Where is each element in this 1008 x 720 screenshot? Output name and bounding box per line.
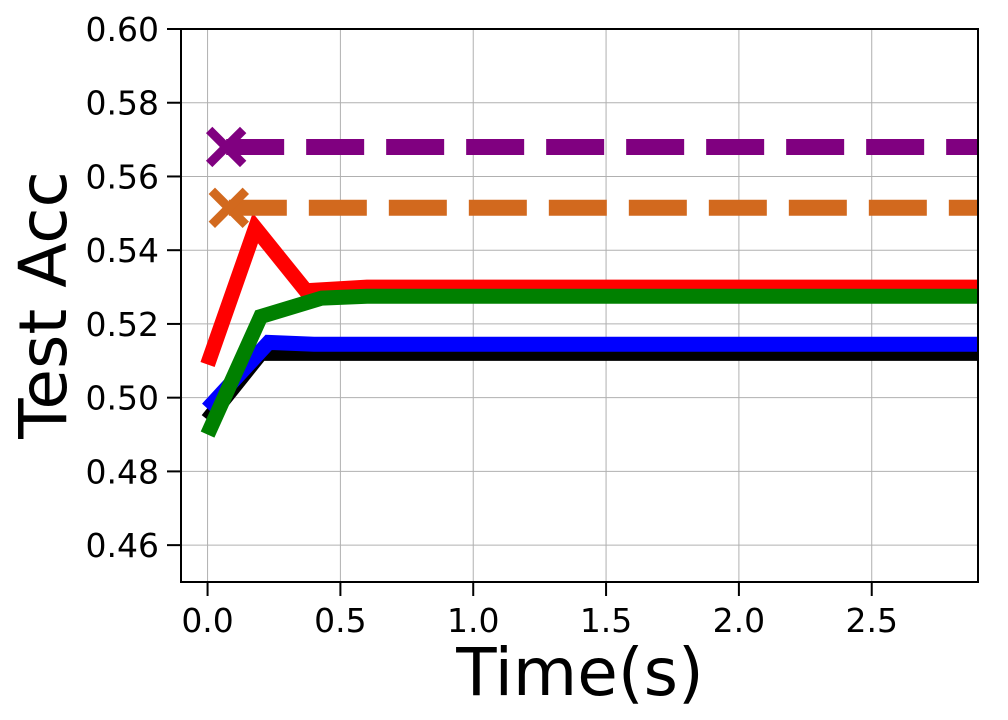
x-marker-4: [205, 126, 247, 168]
x-tick-label: 2.5: [845, 601, 897, 640]
marker-layer: [205, 126, 250, 228]
plot-frame: [180, 28, 979, 583]
y-axis-ticks: 0.46 0.48 0.50 0.52 0.54 0.56 0.58 0.60: [86, 10, 181, 565]
y-tick-label: 0.56: [86, 157, 159, 196]
x-axis-ticks: 0.0 0.5 1.0 1.5 2.0 2.5: [181, 582, 898, 640]
series-line-0: [201, 345, 978, 425]
series-line-2: [200, 212, 978, 367]
y-axis-title: Test Acc: [5, 171, 82, 440]
series-line-1: [202, 334, 978, 414]
y-tick-label: 0.48: [86, 452, 159, 491]
y-tick-label: 0.60: [86, 10, 159, 49]
y-tick-label: 0.50: [86, 379, 159, 418]
series-layer: [200, 138, 978, 438]
x-axis-title: Time(s): [455, 634, 703, 711]
y-tick-label: 0.58: [86, 84, 159, 123]
x-tick-label: 0.5: [314, 601, 366, 640]
x-tick-label: 1.0: [447, 601, 499, 640]
y-tick-label: 0.52: [86, 305, 159, 344]
series-line-3: [200, 288, 978, 438]
x-marker-5: [208, 187, 250, 228]
x-tick-label: 2.0: [713, 601, 765, 640]
x-tick-label: 0.0: [181, 601, 233, 640]
y-tick-label: 0.46: [86, 526, 159, 565]
y-tick-label: 0.54: [86, 231, 159, 270]
x-tick-label: 1.5: [580, 601, 632, 640]
